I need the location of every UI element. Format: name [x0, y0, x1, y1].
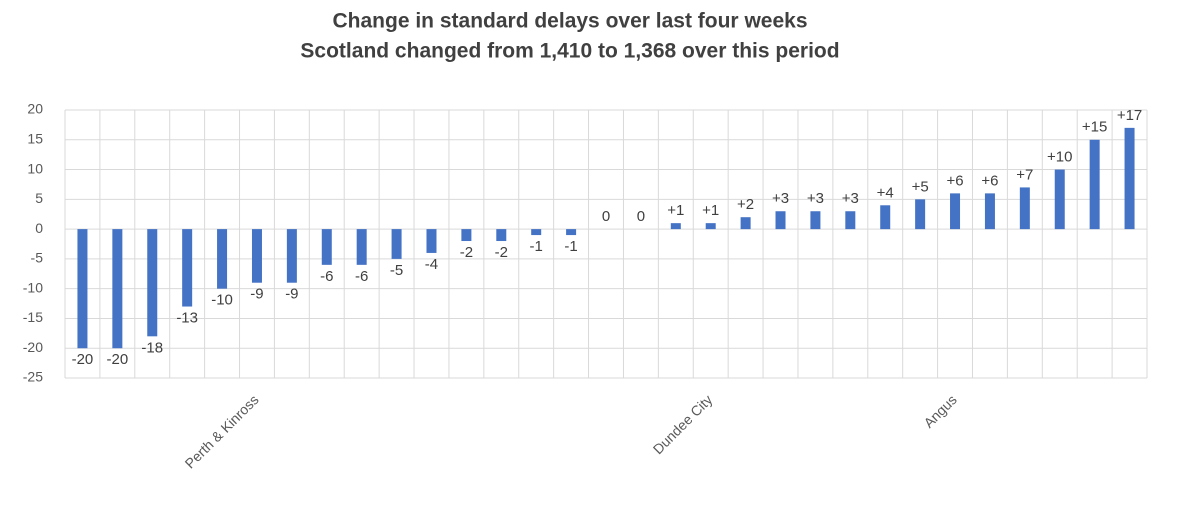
bar	[984, 193, 995, 230]
y-tick-label: -20	[23, 339, 43, 355]
bar	[810, 211, 821, 230]
bar	[705, 223, 716, 230]
y-tick-label: -5	[31, 250, 44, 266]
bar	[182, 229, 193, 307]
bar	[566, 229, 577, 236]
bar	[112, 229, 123, 349]
bar	[147, 229, 158, 337]
bar	[1124, 127, 1135, 230]
bar	[251, 229, 262, 283]
value-label: 0	[602, 208, 610, 225]
bar	[880, 205, 891, 230]
chart-subtitle: Scotland changed from 1,410 to 1,368 ove…	[300, 40, 839, 63]
bar	[496, 229, 507, 242]
value-label: +4	[877, 184, 894, 201]
bar	[915, 199, 926, 230]
value-label: -1	[530, 238, 543, 255]
value-label: -20	[107, 351, 129, 368]
y-tick-label: -25	[23, 369, 43, 385]
value-label: -10	[211, 292, 233, 309]
bar	[1054, 169, 1065, 230]
value-label: -20	[72, 351, 94, 368]
bar	[740, 217, 751, 230]
bar	[670, 223, 681, 230]
value-label: +6	[981, 172, 998, 189]
value-label: +3	[772, 190, 789, 207]
bar	[217, 229, 228, 289]
bar	[391, 229, 402, 259]
bar	[531, 229, 542, 236]
bar	[1019, 187, 1030, 230]
x-tick-label: Angus	[920, 391, 959, 430]
value-label: +17	[1117, 107, 1142, 124]
bar	[286, 229, 297, 283]
value-label: -6	[355, 268, 368, 285]
value-label: -1	[564, 238, 577, 255]
value-label: 0	[637, 208, 645, 225]
y-tick-label: 10	[27, 160, 43, 176]
y-tick-label: 15	[27, 130, 43, 146]
bar	[950, 193, 961, 230]
bar	[426, 229, 437, 253]
value-label: +1	[667, 202, 684, 219]
value-label: -5	[390, 262, 403, 279]
value-label: -9	[250, 286, 263, 303]
y-tick-label: 20	[27, 101, 43, 117]
value-label: +10	[1047, 149, 1072, 166]
value-label: +15	[1082, 119, 1107, 136]
x-tick-label: Dundee City	[650, 391, 716, 457]
bar	[356, 229, 367, 265]
value-label: -13	[176, 310, 198, 327]
value-label: -18	[141, 339, 163, 356]
bar	[775, 211, 786, 230]
value-label: -4	[425, 256, 438, 273]
bar	[1089, 139, 1100, 230]
value-label: +2	[737, 196, 754, 213]
value-label: +7	[1016, 166, 1033, 183]
bar	[77, 229, 88, 349]
x-tick-label: Perth & Kinross	[182, 391, 262, 471]
value-label: +3	[807, 190, 824, 207]
y-tick-label: 5	[35, 190, 43, 206]
value-label: +6	[946, 172, 963, 189]
value-label: -9	[285, 286, 298, 303]
value-label: -2	[495, 244, 508, 261]
bar	[845, 211, 856, 230]
y-tick-label: -15	[23, 309, 43, 325]
bar	[321, 229, 332, 265]
value-label: +5	[912, 178, 929, 195]
y-tick-label: -10	[23, 279, 43, 295]
value-label: -2	[460, 244, 473, 261]
chart-title: Change in standard delays over last four…	[333, 10, 808, 33]
y-tick-label: 0	[35, 220, 43, 236]
value-label: -6	[320, 268, 333, 285]
bar	[461, 229, 472, 242]
value-label: +3	[842, 190, 859, 207]
value-label: +1	[702, 202, 719, 219]
